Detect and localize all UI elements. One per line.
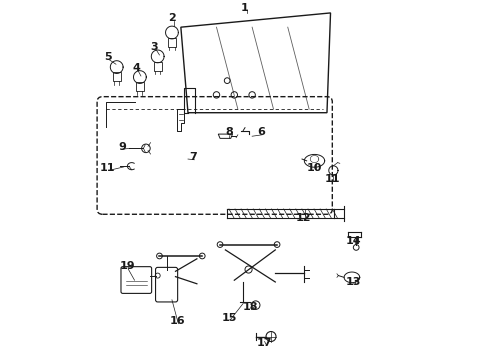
Text: 6: 6: [257, 127, 265, 137]
Text: 1: 1: [241, 3, 249, 13]
Circle shape: [251, 301, 260, 310]
Circle shape: [266, 332, 276, 342]
Text: 15: 15: [221, 312, 237, 323]
Text: 7: 7: [190, 152, 197, 162]
Text: 14: 14: [346, 236, 362, 246]
Text: 5: 5: [104, 53, 112, 63]
Text: 18: 18: [243, 302, 258, 312]
Text: 12: 12: [296, 213, 312, 223]
Text: 13: 13: [346, 277, 362, 287]
Text: 19: 19: [120, 261, 135, 271]
Text: 11: 11: [324, 174, 340, 184]
Text: 11: 11: [100, 163, 116, 173]
Circle shape: [157, 253, 162, 259]
Text: 16: 16: [170, 316, 185, 326]
Text: 2: 2: [168, 13, 176, 23]
Circle shape: [274, 242, 280, 247]
Circle shape: [217, 242, 223, 247]
Text: 3: 3: [150, 42, 158, 52]
Text: 4: 4: [132, 63, 140, 73]
Text: 17: 17: [257, 338, 272, 347]
Text: 8: 8: [225, 127, 233, 137]
Circle shape: [245, 266, 252, 273]
Circle shape: [199, 253, 205, 259]
Text: 10: 10: [307, 163, 322, 173]
Text: 9: 9: [118, 141, 126, 152]
